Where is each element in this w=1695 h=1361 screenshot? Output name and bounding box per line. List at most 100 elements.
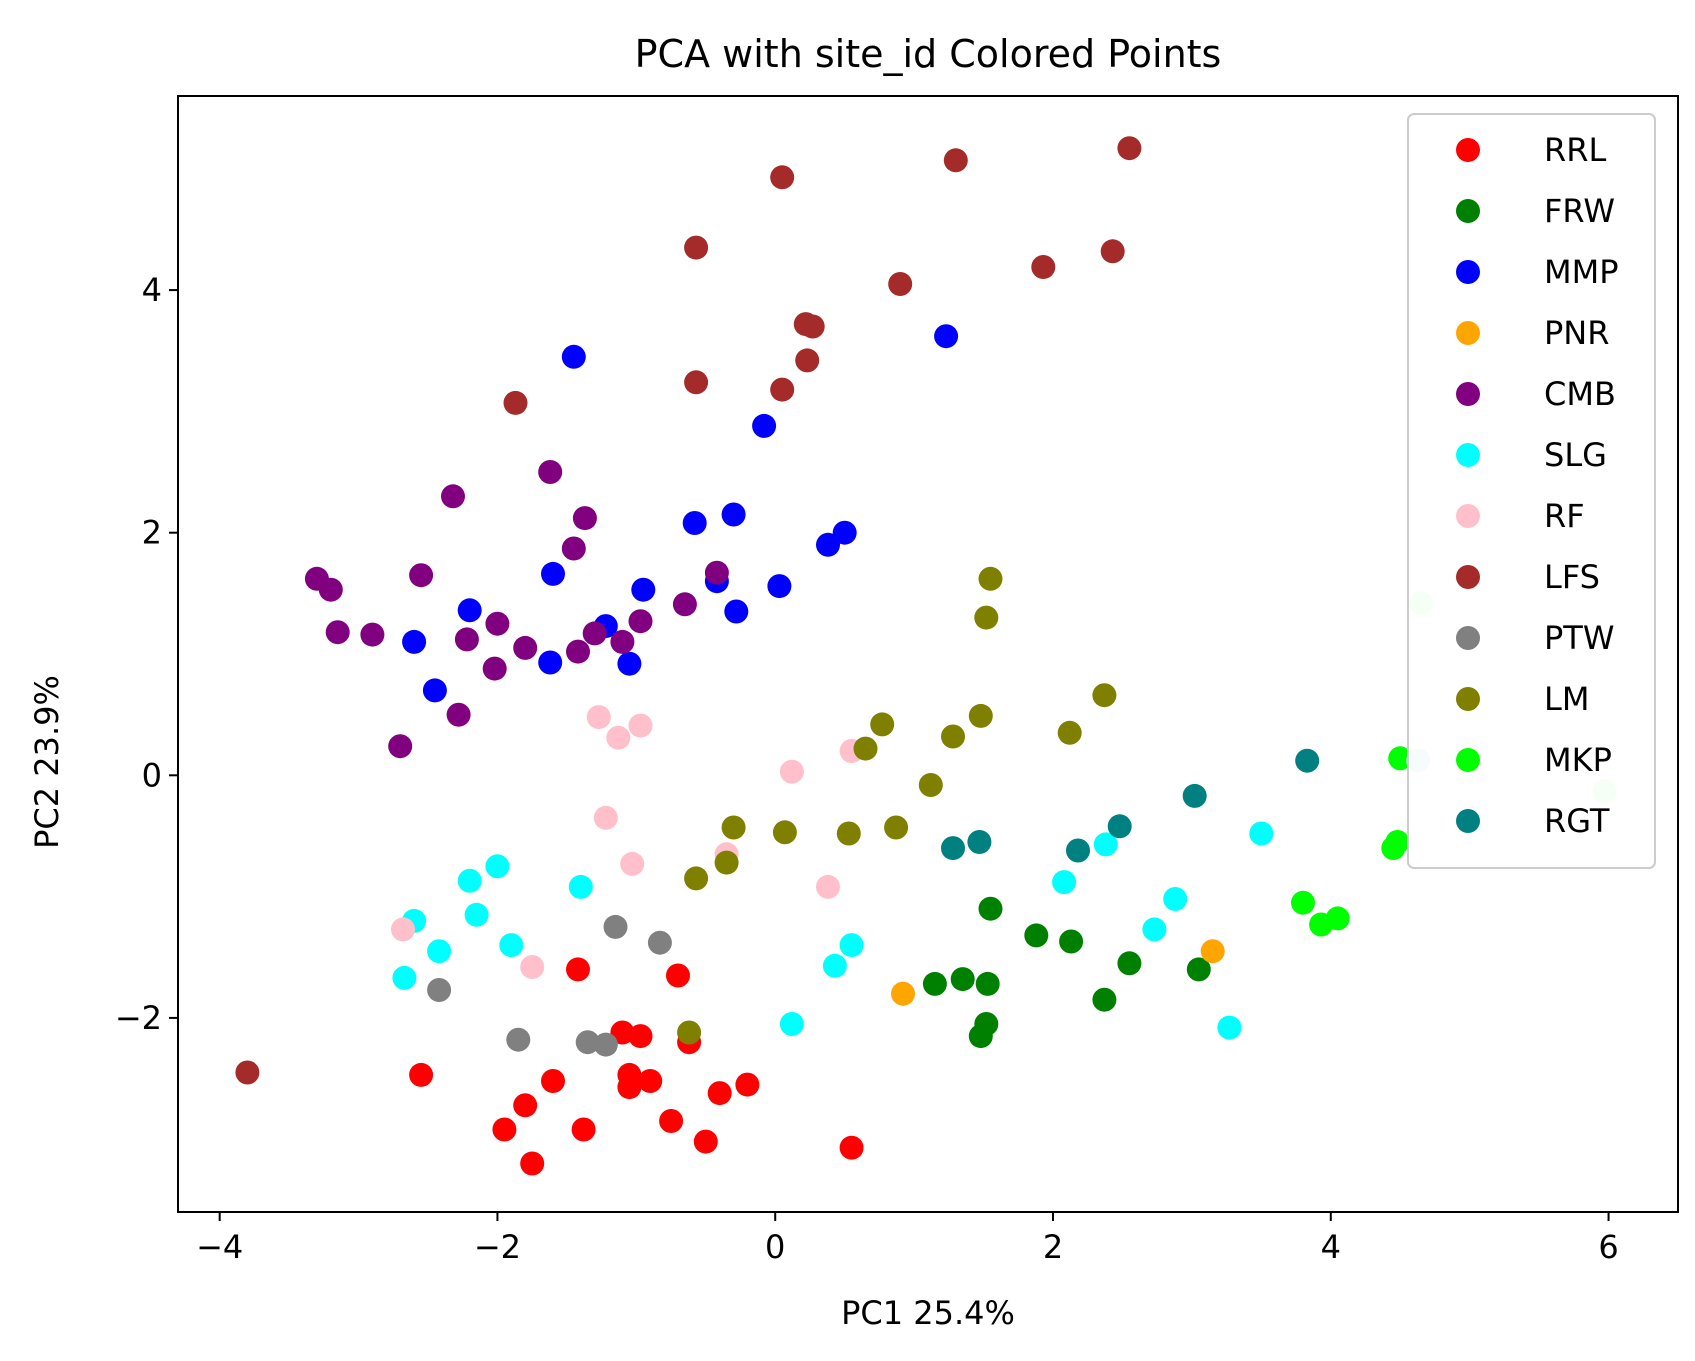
x-tick-label: −2 — [474, 1228, 521, 1266]
data-point — [513, 635, 538, 660]
data-point — [457, 598, 482, 623]
series-lm — [677, 566, 1117, 1045]
data-point — [1295, 748, 1320, 773]
plot-frame — [177, 95, 1679, 1213]
data-point — [520, 1151, 545, 1176]
data-point — [967, 830, 992, 854]
data-point — [446, 702, 471, 727]
x-tick-label: 4 — [1321, 1228, 1341, 1266]
data-point — [647, 930, 672, 955]
data-point — [922, 971, 947, 996]
data-point — [839, 933, 864, 958]
data-point — [975, 971, 1000, 996]
data-point — [561, 536, 586, 561]
data-point — [454, 627, 479, 652]
data-point — [822, 953, 847, 978]
data-point — [1093, 832, 1118, 857]
data-point — [628, 1024, 653, 1049]
data-point — [568, 874, 593, 899]
data-point — [631, 577, 656, 602]
series-cmb — [304, 460, 729, 759]
data-point — [714, 850, 739, 875]
data-point — [724, 599, 749, 624]
data-point — [575, 1030, 600, 1055]
data-point — [586, 705, 611, 730]
series-rrl — [409, 957, 864, 1176]
data-point — [1100, 239, 1125, 264]
data-point — [950, 967, 975, 992]
legend-marker — [1456, 382, 1480, 406]
data-point — [538, 650, 563, 675]
data-point — [617, 651, 642, 676]
data-point — [1031, 255, 1056, 279]
data-point — [566, 639, 590, 664]
data-point — [816, 874, 840, 899]
data-point — [628, 609, 653, 634]
data-point — [610, 1020, 635, 1045]
series-lfs — [235, 136, 1142, 1085]
data-point — [707, 1081, 732, 1106]
data-point — [506, 1027, 531, 1052]
legend-label: FRW — [1544, 192, 1615, 230]
data-point — [593, 805, 618, 830]
data-point — [770, 377, 795, 402]
data-point — [1117, 951, 1142, 976]
data-point — [603, 914, 628, 939]
data-point — [1163, 887, 1188, 911]
data-point — [853, 736, 878, 761]
x-tick-label: −4 — [196, 1228, 243, 1266]
data-point — [388, 734, 413, 759]
data-point — [582, 621, 607, 646]
data-point — [427, 939, 452, 964]
data-point — [503, 390, 528, 415]
data-point — [235, 1060, 260, 1085]
data-point — [721, 502, 746, 527]
series-slg — [392, 821, 1274, 1040]
data-point — [1092, 987, 1117, 1012]
legend-label: LFS — [1544, 558, 1600, 596]
legend-label: MMP — [1544, 253, 1619, 291]
legend-label: PNR — [1544, 314, 1609, 352]
legend: RRL FRW MMP PNR CMB SLG RF LFS PTW LM MKP RGT — [1407, 113, 1656, 869]
data-point — [638, 1069, 663, 1093]
data-point — [402, 629, 427, 654]
plot-area — [235, 136, 1617, 1176]
data-point — [391, 917, 415, 942]
data-point — [325, 620, 350, 645]
series-mkp — [1291, 746, 1413, 937]
data-point — [941, 836, 965, 861]
data-point — [1142, 917, 1167, 942]
data-point — [684, 235, 709, 260]
data-point — [492, 1117, 517, 1142]
data-point — [1059, 929, 1084, 954]
data-point — [620, 851, 645, 876]
legend-marker — [1456, 138, 1480, 162]
series-mmp — [402, 324, 959, 703]
data-point — [779, 759, 804, 784]
data-point — [1107, 814, 1132, 839]
legend-label: RGT — [1544, 802, 1610, 840]
data-point — [772, 820, 797, 845]
data-point — [978, 896, 1003, 921]
data-point — [513, 1093, 538, 1118]
data-point — [441, 484, 465, 509]
legend-label: RF — [1544, 497, 1585, 535]
data-point — [704, 560, 729, 585]
data-point — [617, 1075, 642, 1100]
series-pnr — [891, 939, 1225, 1006]
data-point — [538, 460, 563, 484]
data-point — [422, 678, 447, 703]
data-point — [1249, 821, 1274, 846]
legend-marker — [1456, 626, 1480, 650]
data-point — [836, 821, 861, 846]
data-point — [1325, 906, 1350, 931]
data-point — [888, 272, 913, 296]
data-point — [1217, 1015, 1242, 1040]
data-point — [571, 1117, 596, 1142]
legend-marker — [1456, 748, 1480, 772]
legend-label: RRL — [1544, 131, 1606, 169]
data-point — [541, 1069, 565, 1093]
data-point — [1200, 939, 1225, 964]
data-point — [541, 561, 565, 586]
data-point — [672, 592, 697, 617]
